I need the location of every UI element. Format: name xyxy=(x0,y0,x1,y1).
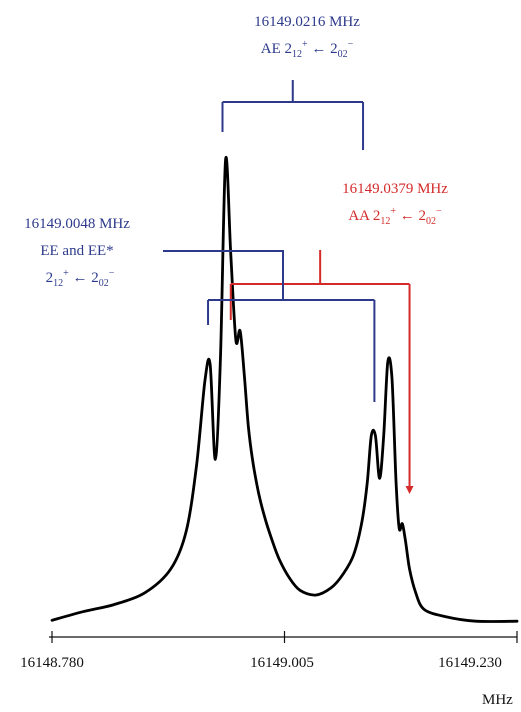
ae-sub2: 02 xyxy=(337,49,348,60)
ee-sub1: 12 xyxy=(53,278,64,289)
ae-sub1: 12 xyxy=(291,49,302,60)
x-tick-label-1: 16149.005 xyxy=(250,655,314,671)
ee-bracket-stem xyxy=(163,250,284,300)
ae-sup2: − xyxy=(347,39,354,50)
ae-label-text: AE 2 xyxy=(260,41,292,57)
aa-sup2: − xyxy=(436,206,442,217)
x-tick-label-2: 16149.230 xyxy=(438,655,502,671)
ee-line2-text: 2 xyxy=(45,270,54,286)
ee-label-line: EE and EE* xyxy=(40,243,114,259)
aa-frequency-label: 16149.0379 MHz xyxy=(342,181,448,197)
ae-transition-label: AE 212+ ← 202− xyxy=(260,39,354,60)
aa-arrow-text: ← 2 xyxy=(396,208,427,224)
ee-sup1: + xyxy=(63,268,69,279)
ee-arrow-text: ← 2 xyxy=(68,270,99,286)
aa-sup1: + xyxy=(390,206,397,217)
aa-sub2: 02 xyxy=(426,216,437,227)
spectrum-trace xyxy=(50,155,519,623)
x-tick-label-0: 16148.780 xyxy=(20,655,84,671)
aa-transition-label: AA 212+ ← 202− xyxy=(348,206,442,227)
ae-sup1: + xyxy=(301,39,308,50)
ee-sub2: 02 xyxy=(98,278,109,289)
ee-sup2: − xyxy=(108,268,115,279)
x-axis-unit: MHz xyxy=(482,692,513,708)
ee-transition-label: 212+ ← 202− xyxy=(45,268,115,289)
aa-label-text: AA 2 xyxy=(348,208,381,224)
ee-frequency-label: 16149.0048 MHz xyxy=(24,216,130,232)
aa-sub1: 12 xyxy=(380,216,391,227)
ae-arrow-text: ← 2 xyxy=(307,41,338,57)
ae-frequency-label: 16149.0216 MHz xyxy=(254,14,360,30)
aa-arrow-head xyxy=(405,486,414,494)
